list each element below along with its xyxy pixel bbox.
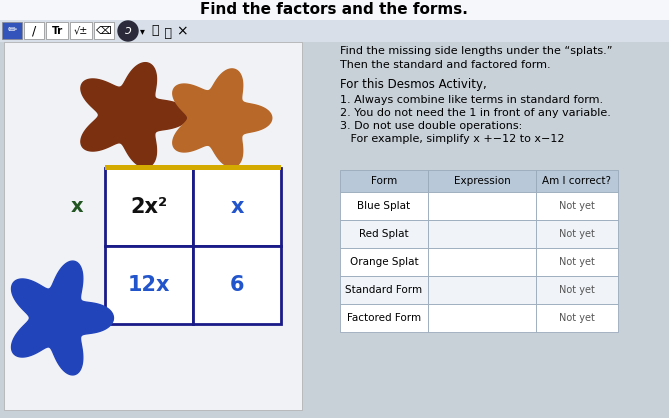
Bar [4,42,302,410]
Bar [340,248,428,276]
Text: 1. Always combine like terms in standard form.: 1. Always combine like terms in standard… [340,95,603,105]
Polygon shape [173,69,272,167]
Bar [24,22,44,39]
Bar [428,304,536,332]
Bar [428,248,536,276]
Text: ⌢: ⌢ [165,25,172,38]
Bar [536,170,618,192]
Bar [536,276,618,304]
Text: 2x²: 2x² [130,197,167,217]
Text: Form: Form [371,176,397,186]
Bar [340,304,428,332]
Text: Not yet: Not yet [559,229,595,239]
Text: Then the standard and factored form.: Then the standard and factored form. [340,60,551,70]
Bar [94,22,114,39]
Text: Standard Form: Standard Form [345,285,423,295]
Text: /: / [32,24,36,37]
Text: Tr: Tr [52,25,63,36]
Bar [0,0,669,20]
Bar [340,192,428,220]
Bar [536,192,618,220]
Text: Find the missing side lengths under the “splats.”: Find the missing side lengths under the … [340,46,613,56]
Bar [340,276,428,304]
Bar [2,22,22,39]
Bar [536,220,618,248]
Text: x: x [230,197,244,217]
Text: Find the factors and the forms.: Find the factors and the forms. [200,3,468,18]
Text: √±: √± [74,25,88,36]
Text: x: x [71,197,84,217]
Polygon shape [11,261,114,375]
Text: Factored Form: Factored Form [347,313,421,323]
Text: Not yet: Not yet [559,201,595,211]
Text: ⌢: ⌢ [151,25,159,38]
Bar [536,248,618,276]
Circle shape [118,21,138,41]
Polygon shape [81,63,189,167]
Bar [428,276,536,304]
Text: 3. Do not use double operations:: 3. Do not use double operations: [340,121,522,131]
Text: For example, simplify x +−12 to x−12: For example, simplify x +−12 to x−12 [340,134,565,144]
Bar [428,220,536,248]
Text: Red Splat: Red Splat [359,229,409,239]
Text: Orange Splat: Orange Splat [350,257,418,267]
Bar [428,170,536,192]
Text: ×: × [176,24,188,38]
Text: 12x: 12x [128,275,170,295]
Bar [105,168,193,246]
Bar [70,22,92,39]
Bar [105,246,193,324]
Text: Not yet: Not yet [559,257,595,267]
Bar [193,246,281,324]
Text: For this Desmos Activity,: For this Desmos Activity, [340,78,487,91]
Text: Blue Splat: Blue Splat [357,201,411,211]
Text: Not yet: Not yet [559,285,595,295]
Bar [340,220,428,248]
Text: 6: 6 [229,275,244,295]
Text: Expression: Expression [454,176,510,186]
Text: ▾: ▾ [140,26,145,36]
Bar [536,304,618,332]
Bar [0,20,669,42]
Bar [428,192,536,220]
Bar [193,168,281,246]
Text: Not yet: Not yet [559,313,595,323]
Text: Am I correct?: Am I correct? [543,176,611,186]
Text: ⌫: ⌫ [96,25,112,36]
Text: 2. You do not need the 1 in front of any variable.: 2. You do not need the 1 in front of any… [340,108,611,118]
Text: ↄ: ↄ [124,25,131,38]
Text: ✏: ✏ [7,25,17,36]
Bar [105,165,281,170]
Bar [46,22,68,39]
Bar [340,170,428,192]
